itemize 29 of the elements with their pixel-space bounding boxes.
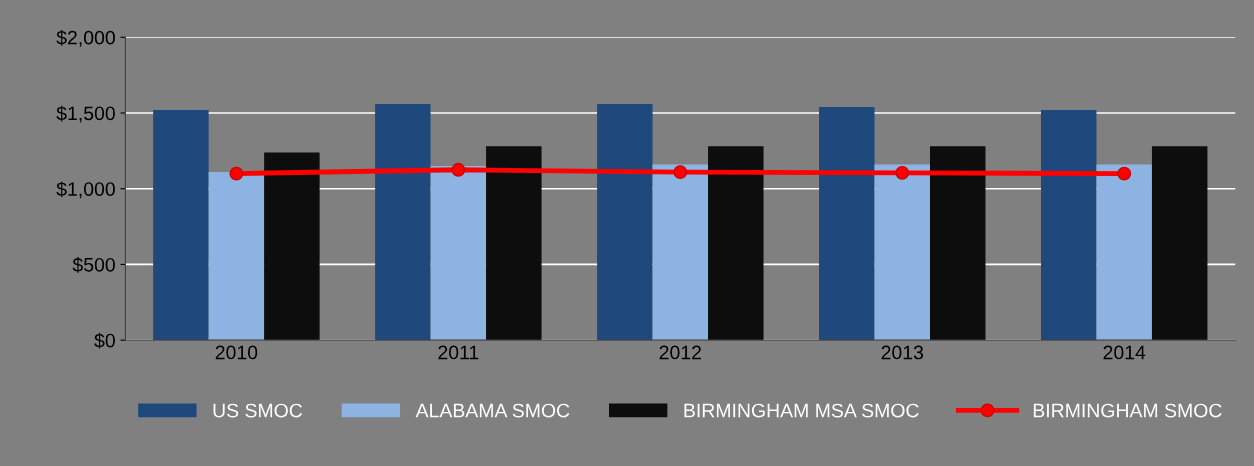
bar: [430, 166, 487, 341]
y-tick-label: $1,000: [56, 181, 115, 199]
y-tick-label: $500: [72, 257, 115, 273]
legend-label: BIRMINGHAM SMOC: [1033, 403, 1222, 418]
y-tick-label: $2,000: [56, 29, 115, 47]
bar: [1096, 164, 1152, 341]
bar: [264, 152, 320, 341]
legend-label: BIRMINGHAM MSA SMOC: [684, 403, 919, 418]
bar: [708, 146, 764, 341]
bar: [652, 164, 709, 341]
x-tick-label: 2013: [881, 345, 924, 360]
x-tick-label: 2011: [438, 345, 479, 360]
x-tick-label: 2012: [659, 345, 701, 360]
legend-label: US SMOC: [213, 403, 303, 418]
y-tick-label: $1,500: [56, 105, 115, 123]
bar: [208, 172, 265, 341]
bar: [375, 103, 431, 341]
bar: [930, 146, 986, 341]
bar: [597, 103, 653, 341]
x-tick-label: 2014: [1103, 345, 1146, 360]
y-tick-label: $0: [94, 332, 115, 349]
bar: [819, 106, 875, 341]
bar: [486, 146, 542, 341]
bar: [874, 164, 930, 341]
legend-label: ALABAMA SMOC: [415, 403, 570, 418]
x-tick-label: 2010: [215, 345, 258, 360]
bar: [1151, 146, 1208, 341]
bar: [1040, 109, 1097, 341]
bar: [153, 109, 209, 341]
